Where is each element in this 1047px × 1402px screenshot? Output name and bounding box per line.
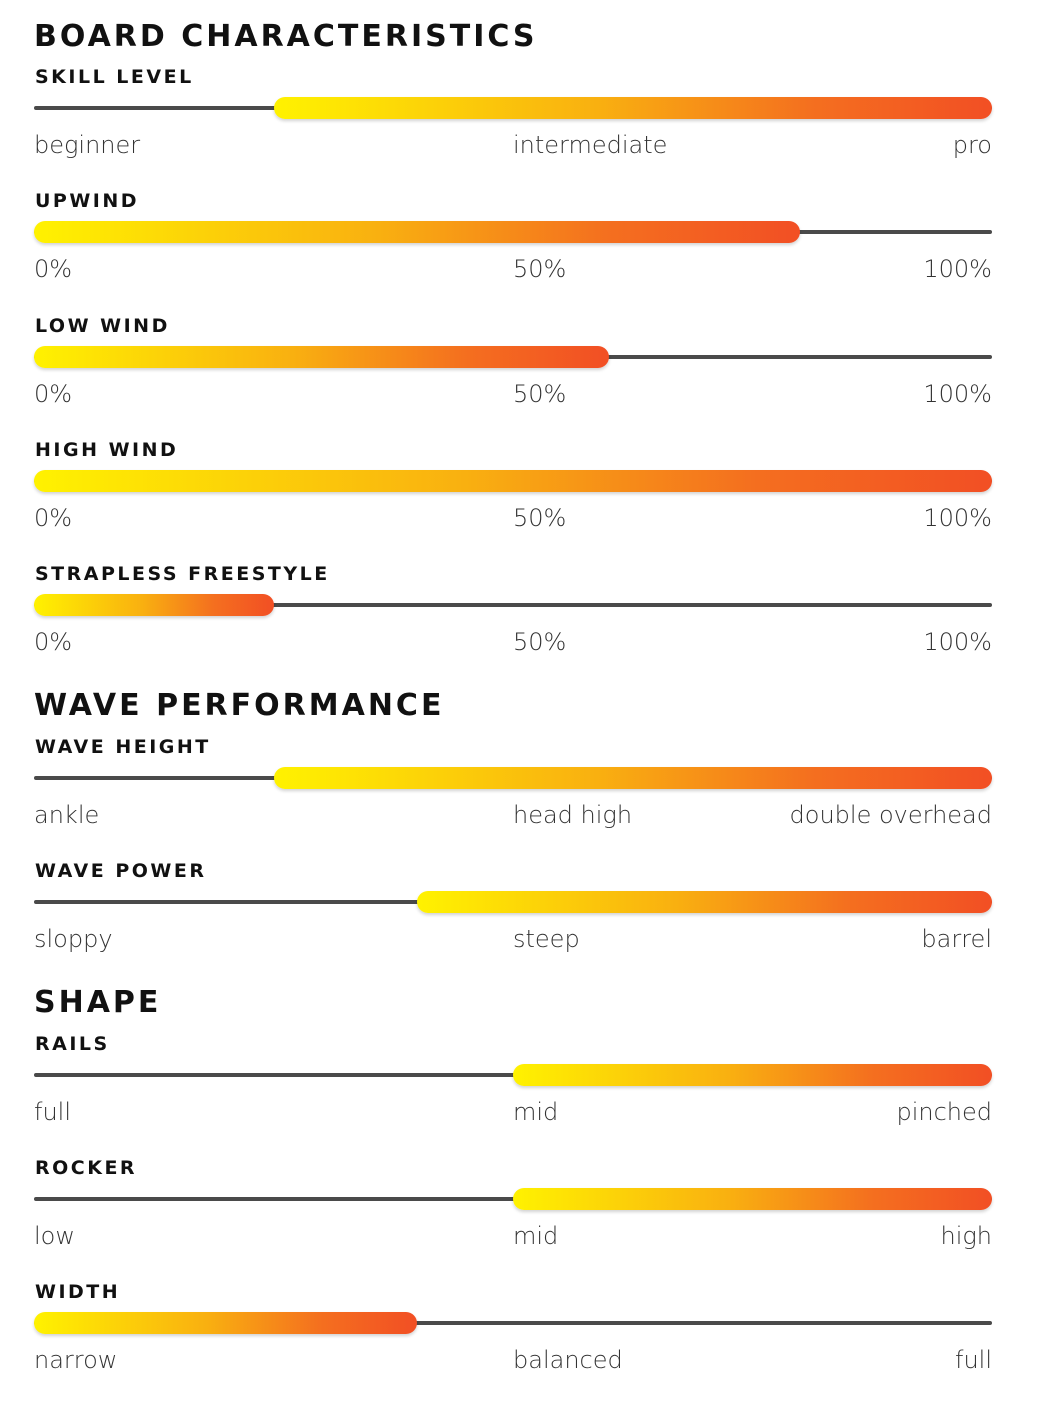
metric-title: SKILL LEVEL xyxy=(35,66,194,88)
scale-labels: 0% 50% 100% xyxy=(34,502,992,534)
range-track xyxy=(34,1064,992,1086)
track-line xyxy=(34,603,992,607)
scale-labels: narrow balanced full xyxy=(34,1344,992,1376)
scale-label-mid: balanced xyxy=(513,1346,623,1374)
metric-title: WAVE POWER xyxy=(35,860,207,882)
metric-low-wind: LOW WIND 0% 50% 100% xyxy=(34,317,992,427)
scale-label-low: 0% xyxy=(34,255,73,283)
metric-title: LOW WIND xyxy=(35,315,170,337)
metric-title: RAILS xyxy=(35,1033,110,1055)
metric-skill-level: SKILL LEVEL beginner intermediate pro xyxy=(34,68,992,178)
range-track xyxy=(34,1188,992,1210)
scale-label-mid: 50% xyxy=(513,255,567,283)
scale-label-low: full xyxy=(34,1098,71,1126)
range-fill xyxy=(417,891,992,913)
range-track xyxy=(34,221,992,243)
scale-label-low: beginner xyxy=(34,131,141,159)
scale-label-mid: 50% xyxy=(513,504,567,532)
scale-label-high: 100% xyxy=(923,504,992,532)
metric-rocker: ROCKER low mid high xyxy=(34,1159,992,1269)
scale-label-high: 100% xyxy=(923,628,992,656)
scale-label-mid: mid xyxy=(513,1222,559,1250)
metric-title: WAVE HEIGHT xyxy=(35,736,211,758)
scale-label-high: high xyxy=(940,1222,993,1250)
scale-label-mid: 50% xyxy=(513,380,567,408)
range-fill xyxy=(273,767,992,789)
scale-label-high: full xyxy=(955,1346,992,1374)
metric-upwind: UPWIND 0% 50% 100% xyxy=(34,192,992,302)
range-fill xyxy=(34,346,609,368)
metric-width: WIDTH narrow balanced full xyxy=(34,1283,992,1393)
metric-title: ROCKER xyxy=(35,1157,138,1179)
section-title-shape: SHAPE xyxy=(34,985,162,1020)
range-track xyxy=(34,594,992,616)
range-fill xyxy=(34,1312,418,1334)
scale-label-mid: mid xyxy=(513,1098,559,1126)
scale-labels: beginner intermediate pro xyxy=(34,129,992,161)
metric-high-wind: HIGH WIND 0% 50% 100% xyxy=(34,441,992,551)
scale-label-low: narrow xyxy=(34,1346,118,1374)
section-title-board-characteristics: BOARD CHARACTERISTICS xyxy=(34,19,538,54)
scale-label-low: 0% xyxy=(34,504,73,532)
scale-label-high: 100% xyxy=(923,255,992,283)
track-line xyxy=(34,1321,992,1325)
scale-label-high: barrel xyxy=(921,925,992,953)
scale-label-high: pro xyxy=(952,131,992,159)
metric-strapless-freestyle: STRAPLESS FREESTYLE 0% 50% 100% xyxy=(34,565,992,675)
range-track xyxy=(34,891,992,913)
range-track xyxy=(34,97,992,119)
scale-label-high: pinched xyxy=(896,1098,992,1126)
range-fill xyxy=(34,470,992,492)
scale-label-high: 100% xyxy=(923,380,992,408)
scale-labels: 0% 50% 100% xyxy=(34,626,992,658)
metric-rails: RAILS full mid pinched xyxy=(34,1035,992,1145)
range-track xyxy=(34,346,992,368)
range-track xyxy=(34,1312,992,1334)
range-fill xyxy=(34,594,274,616)
section-title-wave-performance: WAVE PERFORMANCE xyxy=(34,688,445,723)
scale-label-low: sloppy xyxy=(34,925,113,953)
metric-wave-power: WAVE POWER sloppy steep barrel xyxy=(34,862,992,972)
scale-labels: ankle head high double overhead xyxy=(34,799,992,831)
range-fill xyxy=(513,1188,992,1210)
scale-label-mid: 50% xyxy=(513,628,567,656)
metric-title: WIDTH xyxy=(35,1281,121,1303)
range-track xyxy=(34,470,992,492)
scale-labels: 0% 50% 100% xyxy=(34,253,992,285)
scale-label-mid: head high xyxy=(513,801,633,829)
scale-label-low: low xyxy=(34,1222,75,1250)
metric-title: STRAPLESS FREESTYLE xyxy=(35,563,330,585)
scale-label-low: 0% xyxy=(34,628,73,656)
metric-title: HIGH WIND xyxy=(35,439,179,461)
scale-label-mid: intermediate xyxy=(513,131,668,159)
scale-labels: sloppy steep barrel xyxy=(34,923,992,955)
range-fill xyxy=(273,97,992,119)
scale-label-low: 0% xyxy=(34,380,73,408)
scale-labels: 0% 50% 100% xyxy=(34,378,992,410)
scale-label-high: double overhead xyxy=(789,801,992,829)
scale-labels: full mid pinched xyxy=(34,1096,992,1128)
scale-labels: low mid high xyxy=(34,1220,992,1252)
range-fill xyxy=(34,221,801,243)
scale-label-low: ankle xyxy=(34,801,100,829)
metric-title: UPWIND xyxy=(35,190,140,212)
range-fill xyxy=(513,1064,992,1086)
scale-label-mid: steep xyxy=(513,925,580,953)
metric-wave-height: WAVE HEIGHT ankle head high double overh… xyxy=(34,738,992,848)
range-track xyxy=(34,767,992,789)
